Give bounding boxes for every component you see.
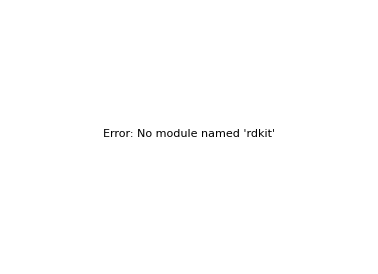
Text: Error: No module named 'rdkit': Error: No module named 'rdkit' [103,129,275,139]
